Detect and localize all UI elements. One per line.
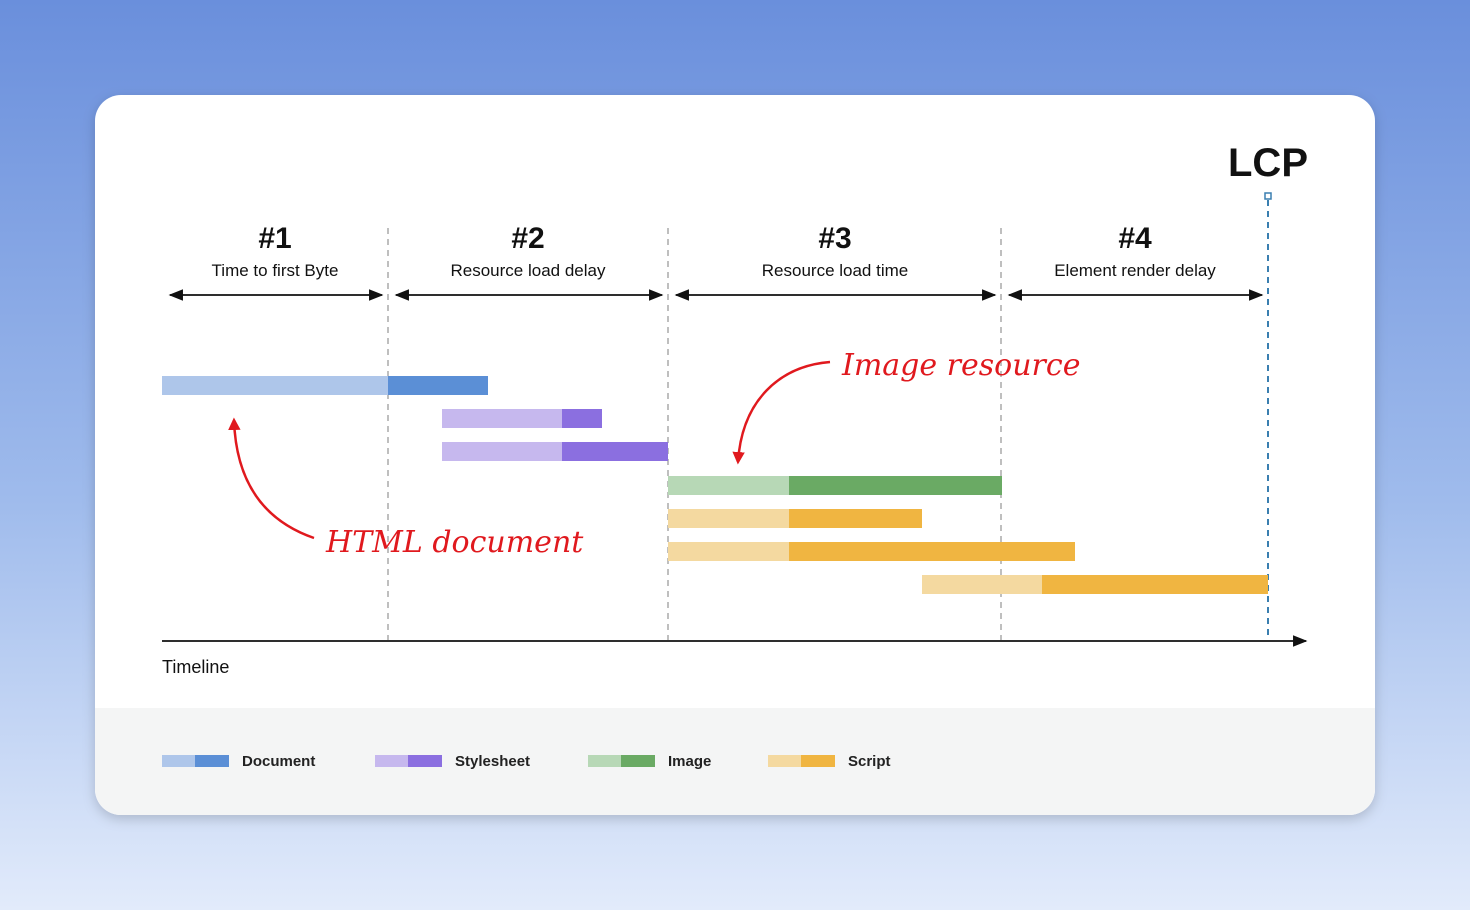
waterfall: [162, 376, 1268, 594]
phase-label: Element render delay: [1054, 261, 1216, 280]
card: [95, 95, 1375, 815]
legend: Document Stylesheet Image Script: [162, 753, 891, 770]
axis-label: Timeline: [162, 657, 229, 677]
annotation-arrow: [228, 417, 315, 540]
annotation: Image resource: [841, 348, 1080, 383]
annotation: HTML document: [325, 525, 584, 560]
legend-label: Image: [668, 753, 711, 770]
legend-label: Stylesheet: [455, 753, 530, 770]
legend-label: Script: [848, 753, 891, 770]
phase-number: #3: [818, 222, 851, 255]
phase-number: #4: [1118, 222, 1152, 255]
phase-dividers: [387, 228, 1002, 640]
legend-label: Document: [242, 753, 315, 770]
phase-label: Resource load delay: [451, 261, 606, 280]
phase-number: #2: [511, 222, 544, 255]
phase-label: Resource load time: [762, 261, 908, 280]
legend-panel: [95, 708, 1375, 815]
lcp-marker: [1264, 192, 1272, 200]
phase-number: #1: [258, 222, 291, 255]
lcp-label: LCP: [1228, 141, 1308, 185]
phase-label: Time to first Byte: [212, 261, 339, 280]
annotation-arrow: [732, 360, 831, 465]
